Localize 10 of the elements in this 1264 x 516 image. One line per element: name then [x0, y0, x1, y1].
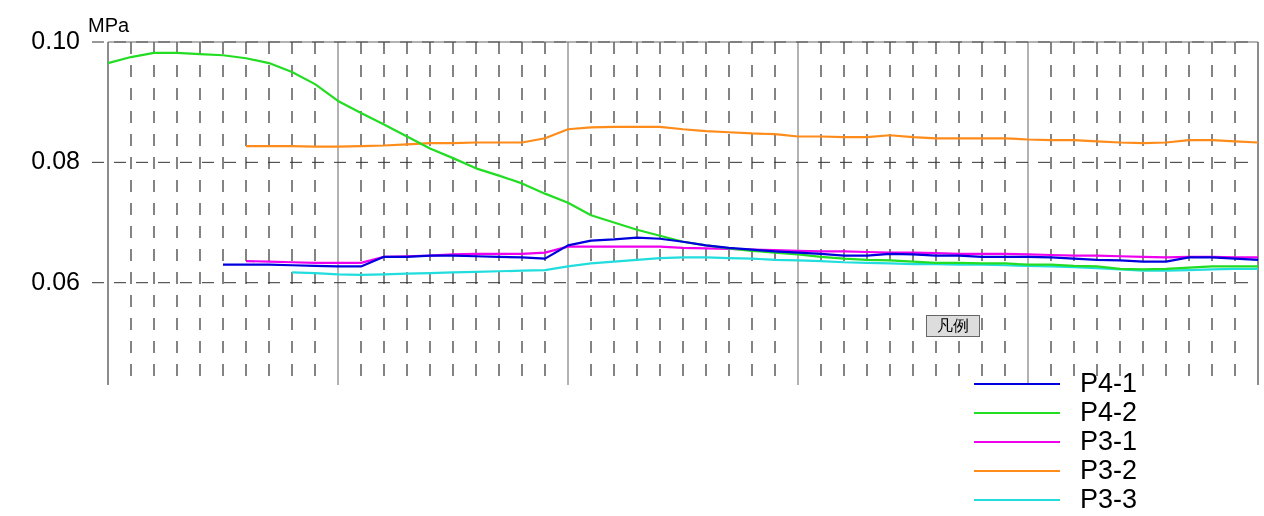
y-tick-label: 0.10	[31, 25, 80, 54]
legend-label: P3-3	[1080, 484, 1138, 514]
y-tick-label: 0.06	[31, 266, 80, 295]
legend-label: P3-2	[1080, 455, 1138, 485]
y-axis-title: MPa	[88, 13, 130, 36]
legend-label: P4-1	[1080, 368, 1138, 398]
legend-label: P4-2	[1080, 397, 1138, 427]
y-tick-label: 0.08	[31, 146, 80, 175]
legend-title: 凡例	[926, 315, 980, 337]
legend-label: P3-1	[1080, 426, 1138, 456]
